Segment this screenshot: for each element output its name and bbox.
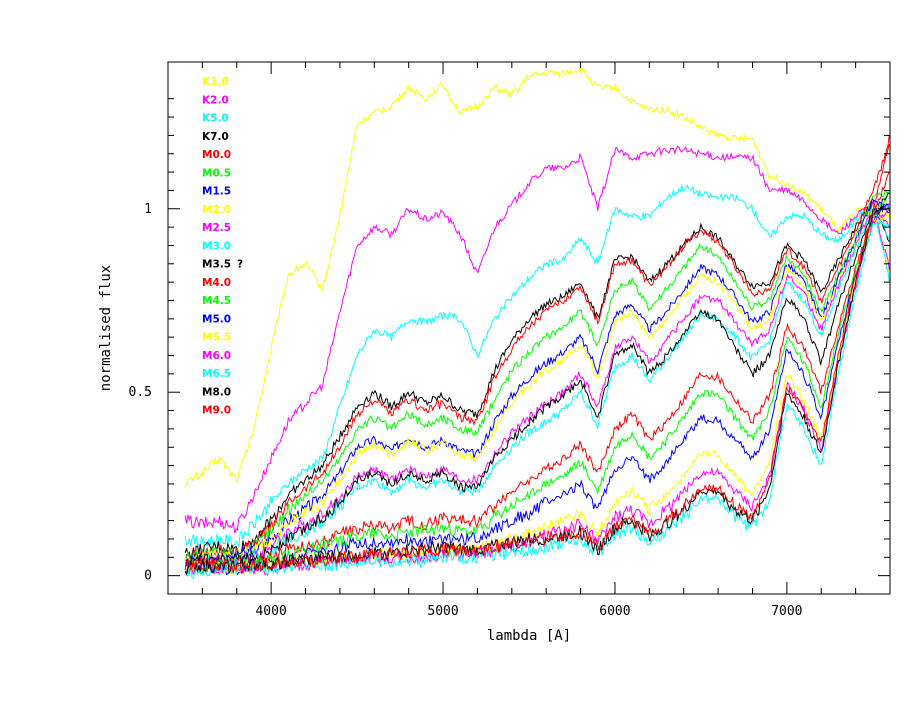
x-axis-label: lambda [A]: [487, 628, 571, 644]
legend-entry-m5-5: M5.5: [202, 332, 231, 344]
series-line-k7-0: [184, 198, 890, 560]
legend-entry-m1-5: M1.5: [202, 186, 231, 198]
series-line-m0-0: [184, 144, 890, 563]
y-tick-label: 0.5: [129, 385, 152, 400]
series-line-m9-0: [184, 135, 890, 575]
legend-entry-m4-0: M4.0: [202, 277, 231, 289]
legend-entry-m6-0: M6.0: [202, 350, 231, 362]
legend-entry-m5-0: M5.0: [202, 313, 231, 325]
legend-entry-m0-5: M0.5: [202, 167, 231, 179]
series-line-m0-5: [184, 189, 890, 562]
plot-frame: [167, 61, 891, 595]
legend-annotation: ?: [237, 259, 243, 271]
legend-entry-m2-5: M2.5: [202, 222, 231, 234]
legend-entry-k1-0: K1.0: [202, 76, 229, 88]
y-axis-label: normalised flux: [98, 265, 114, 391]
series-line-m2-0: [184, 203, 890, 569]
series-line-m1-5: [184, 199, 890, 568]
y-tick-label: 1: [144, 202, 152, 217]
x-tick-label: 4000: [255, 604, 286, 619]
series-line-k2-0: [184, 145, 890, 534]
x-tick-label: 7000: [771, 604, 802, 619]
series-line-m4-0: [185, 171, 890, 574]
series-line-m3-0: [184, 207, 890, 570]
legend: K1.0 K2.0 K5.0 K7.0 M0.0 M0.5 M1.5 M2.0 M2.5 M3.0…: [202, 76, 231, 417]
legend-entry-m0-0: M0.0: [202, 149, 231, 161]
legend-entry-m6-5: M6.5: [202, 368, 231, 380]
series-line-m4-5: [185, 191, 890, 577]
ticks-layer: 4000 5000 6000 7000 0 0.5 1: [129, 62, 891, 619]
series-line-k1-0: [184, 65, 890, 489]
legend-entry-m9-0: M9.0: [202, 405, 231, 417]
x-tick-label: 6000: [599, 604, 630, 619]
series-line-m5-5: [184, 212, 890, 576]
legend-entry-m8-0: M8.0: [202, 386, 231, 398]
y-tick-label: 0: [144, 569, 152, 584]
legend-entry-m3-0: M3.0: [202, 240, 231, 252]
series-line-m5-0: [184, 203, 890, 576]
legend-entry-m4-5: M4.5: [202, 295, 231, 307]
legend-entry-m2-0: M2.0: [202, 204, 231, 216]
legend-entry-k2-0: K2.0: [202, 94, 229, 106]
legend-entry-m3-5: M3.5: [202, 259, 231, 271]
series-line-m2-5: [184, 200, 890, 570]
series-layer: [184, 65, 890, 579]
series-line-k5-0: [184, 183, 890, 549]
legend-entry-k5-0: K5.0: [202, 113, 229, 125]
legend-entry-k7-0: K7.0: [202, 131, 229, 143]
series-line-m3-5: [184, 206, 890, 569]
x-tick-label: 5000: [427, 604, 458, 619]
